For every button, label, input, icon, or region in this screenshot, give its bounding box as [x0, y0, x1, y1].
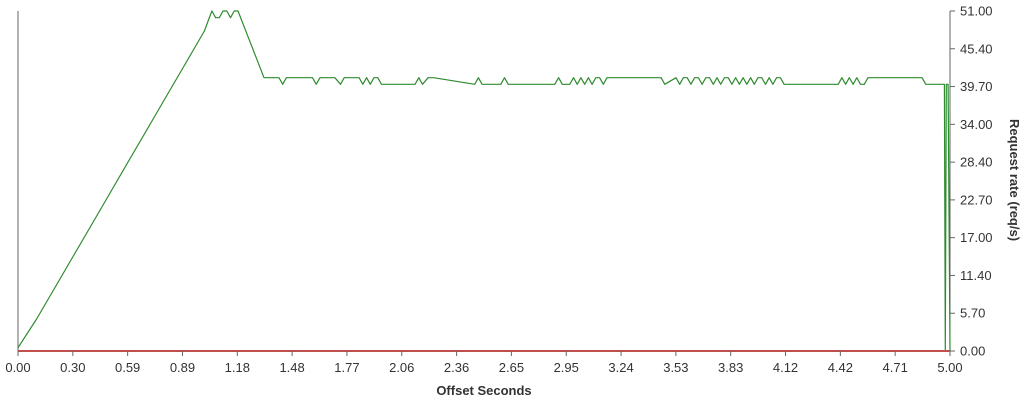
x-tick-label: 0.59: [115, 360, 140, 375]
x-tick-label: 1.48: [279, 360, 304, 375]
x-tick-label: 4.71: [883, 360, 908, 375]
x-tick-label: 2.36: [444, 360, 469, 375]
y-tick-label: 45.40: [960, 41, 993, 56]
x-tick-label: 2.06: [389, 360, 414, 375]
y-tick-label: 11.40: [960, 268, 992, 283]
y-tick-label: 5.70: [960, 306, 985, 321]
x-tick-label: 2.95: [554, 360, 579, 375]
y-tick-label: 17.00: [960, 230, 993, 245]
x-tick-label: 0.30: [60, 360, 85, 375]
x-tick-label: 2.65: [499, 360, 524, 375]
y-axis-ticks: 0.00 5.70 11.40 17.00 22.70 28.40 34.00 39.70 45…: [950, 4, 993, 359]
x-tick-label: 5.00: [937, 360, 962, 375]
x-axis-title: Offset Seconds: [436, 383, 531, 398]
y-tick-label: 34.00: [960, 117, 993, 132]
x-axis-ticks: 0.00 0.30 0.59 0.89 1.18 1.48 1.77 2.06 2.36 2.65…: [5, 351, 963, 375]
x-tick-label: 3.24: [608, 360, 633, 375]
x-tick-label: 1.77: [334, 360, 359, 375]
plot-area: [17, 10, 951, 352]
x-tick-label: 1.18: [225, 360, 250, 375]
x-tick-label: 4.12: [773, 360, 798, 375]
y-tick-label: 28.40: [960, 155, 993, 170]
x-tick-label: 3.83: [718, 360, 743, 375]
y-tick-label: 39.70: [960, 79, 993, 94]
x-tick-label: 0.00: [5, 360, 30, 375]
x-tick-label: 0.89: [170, 360, 195, 375]
x-tick-label: 4.42: [828, 360, 853, 375]
y-tick-label: 0.00: [960, 344, 985, 359]
y-axis-title: Request rate (req/s): [1007, 119, 1022, 241]
series-line-1: [17, 10, 951, 352]
x-tick-label: 3.53: [663, 360, 688, 375]
y-tick-label: 51.00: [960, 4, 993, 19]
y-tick-label: 22.70: [960, 192, 993, 207]
